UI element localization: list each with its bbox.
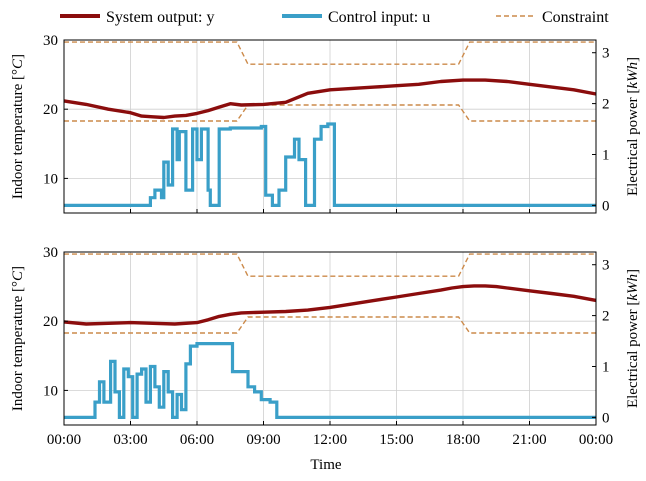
x-tick-label: 21:00	[512, 432, 546, 448]
control-input-line	[64, 342, 596, 419]
x-tick-label: 06:00	[180, 432, 214, 448]
y-right-axis-label-part: ]	[625, 57, 641, 62]
constraint-upper-line	[64, 41, 596, 65]
y-right-tick-label: 0	[602, 198, 610, 214]
constraint-upper-line	[64, 253, 596, 277]
legend: System output: y Control input: u Constr…	[60, 9, 609, 26]
y-right-tick-label: 1	[602, 359, 610, 375]
y-tick-label: 30	[43, 33, 58, 49]
legend-label-c: Constraint	[542, 9, 609, 26]
control-input-line	[64, 122, 596, 207]
y-right-axis-label-part: Electrical power [	[625, 301, 641, 408]
y-right-axis-label: Electrical power [kWh]	[625, 57, 641, 196]
system-output-line	[63, 78, 597, 120]
constraint-lower-line	[64, 104, 596, 122]
y-axis-label-part: ]	[10, 54, 26, 59]
y-tick-label: 10	[43, 383, 58, 399]
y-tick-label: 20	[43, 314, 58, 330]
x-tick-label: 15:00	[379, 432, 413, 448]
x-tick-label: 00:00	[579, 432, 613, 448]
x-tick-label: 03:00	[113, 432, 147, 448]
y-axis-label-part: C	[10, 58, 26, 69]
y-right-tick-label: 1	[602, 147, 610, 163]
y-tick-label: 30	[43, 245, 58, 261]
system-output-line	[63, 284, 597, 326]
y-right-tick-label: 2	[602, 309, 610, 325]
y-axis-label-part: °	[10, 281, 26, 287]
y-right-tick-label: 3	[602, 258, 610, 274]
y-axis-label-part: C	[10, 270, 26, 281]
panel-2: 10 20 30 0 1 2 3 00:00 03:00 06:00 09:00 12:00 15:00…	[10, 245, 641, 448]
y-axis-label-part: Indoor temperature [	[10, 75, 26, 199]
constraint-lower-line	[64, 316, 596, 334]
y-right-axis-label-part: kWh	[625, 274, 641, 301]
y-right-tick-label: 0	[602, 410, 610, 426]
y-right-axis-label-part: ]	[625, 269, 641, 274]
y-right-axis-label: Electrical power [kWh]	[625, 269, 641, 408]
y-right-tick-label: 3	[602, 46, 610, 62]
y-right-tick-label: 2	[602, 97, 610, 113]
x-tick-label: 12:00	[313, 432, 347, 448]
y-axis-label-part: ]	[10, 266, 26, 271]
y-tick-label: 20	[43, 102, 58, 118]
y-axis-label: Indoor temperature [°C]	[10, 266, 26, 411]
legend-label-y: System output: y	[106, 9, 214, 26]
y-axis-label: Indoor temperature [°C]	[10, 54, 26, 199]
y-tick-label: 10	[43, 171, 58, 187]
y-axis-label-part: Indoor temperature [	[10, 287, 26, 411]
y-right-axis-label-part: Electrical power [	[625, 89, 641, 196]
x-axis-label: Time	[310, 457, 341, 473]
x-tick-label: 09:00	[246, 432, 280, 448]
x-tick-label: 18:00	[446, 432, 480, 448]
legend-label-u: Control input: u	[328, 9, 430, 26]
y-right-axis-label-part: kWh	[625, 62, 641, 89]
x-tick-label: 00:00	[47, 432, 81, 448]
y-axis-label-part: °	[10, 69, 26, 75]
